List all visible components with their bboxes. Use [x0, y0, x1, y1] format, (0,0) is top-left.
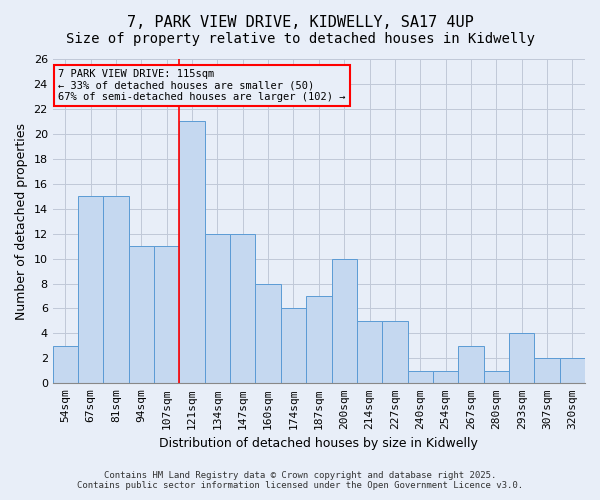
Bar [357, 321, 382, 384]
Bar [129, 246, 154, 384]
Bar [458, 346, 484, 384]
Bar [306, 296, 332, 384]
Bar [154, 246, 179, 384]
Y-axis label: Number of detached properties: Number of detached properties [15, 122, 28, 320]
Text: Size of property relative to detached houses in Kidwelly: Size of property relative to detached ho… [65, 32, 535, 46]
Bar [281, 308, 306, 384]
Bar [484, 371, 509, 384]
Bar [407, 371, 433, 384]
Bar [205, 234, 230, 384]
Bar [256, 284, 281, 384]
Bar [103, 196, 129, 384]
Bar [535, 358, 560, 384]
Bar [382, 321, 407, 384]
X-axis label: Distribution of detached houses by size in Kidwelly: Distribution of detached houses by size … [160, 437, 478, 450]
Text: 7 PARK VIEW DRIVE: 115sqm
← 33% of detached houses are smaller (50)
67% of semi-: 7 PARK VIEW DRIVE: 115sqm ← 33% of detac… [58, 68, 346, 102]
Bar [560, 358, 585, 384]
Bar [433, 371, 458, 384]
Bar [179, 122, 205, 384]
Bar [230, 234, 256, 384]
Bar [509, 334, 535, 384]
Text: Contains HM Land Registry data © Crown copyright and database right 2025.
Contai: Contains HM Land Registry data © Crown c… [77, 470, 523, 490]
Bar [332, 258, 357, 384]
Text: 7, PARK VIEW DRIVE, KIDWELLY, SA17 4UP: 7, PARK VIEW DRIVE, KIDWELLY, SA17 4UP [127, 15, 473, 30]
Bar [78, 196, 103, 384]
Bar [53, 346, 78, 384]
